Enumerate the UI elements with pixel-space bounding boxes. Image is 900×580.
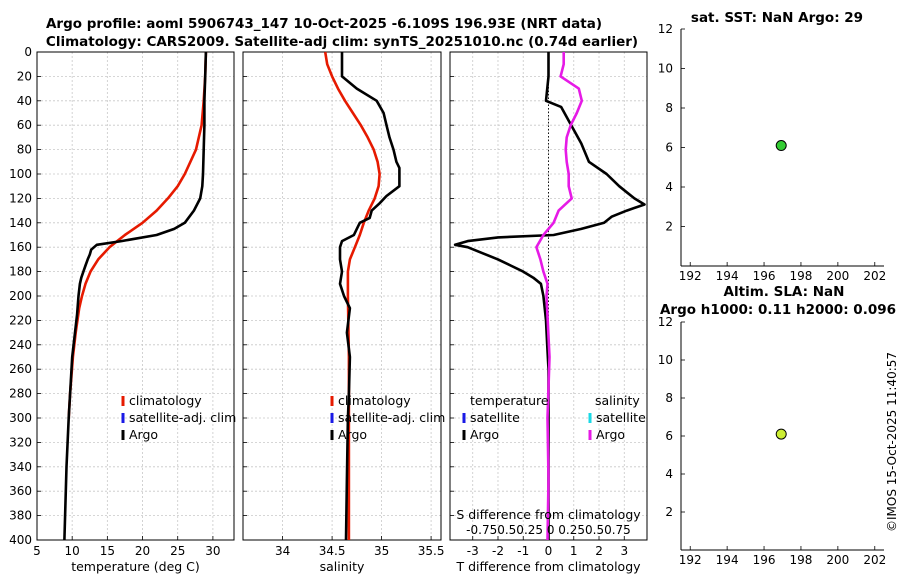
- sst-xtick-label: 198: [790, 269, 813, 283]
- temp-ytick-label: 200: [9, 289, 32, 303]
- sal-xtick-label: 34.5: [319, 544, 346, 558]
- sla-point: [775, 428, 787, 440]
- temp-ytick-label: 60: [17, 118, 32, 132]
- diff-xtick-label: 0: [545, 544, 553, 558]
- temp-ytick-label: 280: [9, 387, 32, 401]
- temp-ytick-label: 40: [17, 94, 32, 108]
- figure-title-line1: Argo profile: aoml 5906743_147 10-Oct-20…: [46, 16, 602, 32]
- temp-xtick-label: 15: [100, 544, 115, 558]
- sst-xtick-label: 192: [679, 269, 702, 283]
- sal-xtick-label: 35: [374, 544, 389, 558]
- temp-ytick-label: 260: [9, 362, 32, 376]
- temp-xtick-label: 5: [33, 544, 41, 558]
- sla-xtick-label: 196: [753, 553, 776, 567]
- temp-xtick-label: 25: [170, 544, 185, 558]
- difference-panel: -3 -2 -1 0 1 2 3T difference from climatology S…: [449, 51, 648, 574]
- sst-panel: 192 194 196 198 200 202 2 4 6 8 10 12 sat. SST: NaN …: [658, 10, 887, 283]
- sla-xtick-label: 200: [826, 553, 849, 567]
- diff-xtick-label: 3: [620, 544, 628, 558]
- sst-point: [775, 140, 787, 152]
- sst-ytick-label: 6: [665, 141, 673, 155]
- diff-xtick-label: -2: [492, 544, 504, 558]
- temp-xtick-label: 20: [135, 544, 150, 558]
- temp-ytick-label: 320: [9, 435, 32, 449]
- sla-ytick-label: 4: [665, 467, 673, 481]
- diff-xtick-label: -1: [517, 544, 529, 558]
- legend-label: Argo: [129, 427, 158, 442]
- temp-ytick-label: 160: [9, 240, 32, 254]
- sla-xtick-label: 192: [679, 553, 702, 567]
- legend-label: Argo: [596, 427, 625, 442]
- temp-ytick-label: 300: [9, 411, 32, 425]
- sst-ytick-label: 12: [658, 22, 673, 36]
- temp-ytick-label: 340: [9, 460, 32, 474]
- diff-series-s-diff-argo: [535, 52, 584, 541]
- sst-ytick-label: 4: [665, 180, 673, 194]
- legend-label: climatology: [338, 393, 411, 408]
- diff-xlabel: T difference from climatology: [455, 559, 641, 574]
- sla-title-line2: Argo h1000: 0.11 h2000: 0.096: [660, 302, 896, 318]
- sst-ytick-label: 2: [665, 220, 673, 234]
- temp-ytick-label: 80: [17, 143, 32, 157]
- legend-temperature-title: temperature: [470, 393, 549, 408]
- legend-label: satellite-adj. clim: [129, 410, 236, 425]
- sla-ytick-label: 12: [658, 315, 673, 329]
- diff-xtick-label: 1: [570, 544, 578, 558]
- sla-xtick-label: 194: [716, 553, 739, 567]
- diff-series-t-diff-argo: [453, 52, 646, 540]
- sst-xtick-label: 196: [753, 269, 776, 283]
- sla-ytick-label: 8: [665, 391, 673, 405]
- sst-xtick-label: 194: [716, 269, 739, 283]
- temp-ytick-label: 20: [17, 69, 32, 83]
- sla-panel: 192 194 196 198 200 202 2 4 6 8 10 12 Altim. SLA: Na…: [658, 284, 896, 567]
- sal-xlabel: salinity: [320, 559, 365, 574]
- timestamp-watermark: ©IMOS 15-Oct-2025 11:40:57: [885, 352, 899, 532]
- legend-label: Argo: [470, 427, 499, 442]
- sal-xtick-label: 35.5: [418, 544, 445, 558]
- legend-label: satellite: [596, 410, 646, 425]
- temp-ytick-label: 0: [24, 45, 32, 59]
- sla-title-line1: Altim. SLA: NaN: [724, 284, 845, 300]
- diff-xtick-label: 2: [595, 544, 603, 558]
- sst-ytick-label: 10: [658, 62, 673, 76]
- temp-ytick-label: 380: [9, 509, 32, 523]
- temp-ytick-label: 360: [9, 484, 32, 498]
- temp-ytick-label: 180: [9, 265, 32, 279]
- sst-ytick-label: 8: [665, 101, 673, 115]
- sla-ytick-label: 6: [665, 429, 673, 443]
- sla-ytick-label: 10: [658, 353, 673, 367]
- legend-label: satellite-adj. clim: [338, 410, 445, 425]
- temp-ytick-label: 140: [9, 216, 32, 230]
- temp-ytick-label: 400: [9, 533, 32, 547]
- figure-title-line2: Climatology: CARS2009. Satellite-adj cli…: [46, 34, 638, 50]
- sal-xtick-label: 34: [275, 544, 290, 558]
- temp-xlabel: temperature (deg C): [71, 559, 200, 574]
- sla-xtick-label: 202: [863, 553, 886, 567]
- difference-top-axis-label: S difference from climatology: [456, 507, 641, 522]
- sla-ytick-label: 2: [665, 505, 673, 519]
- legend-label: Argo: [338, 427, 367, 442]
- sla-xtick-label: 198: [790, 553, 813, 567]
- temperature-panel: 5 10 15 20 25 3002040608010012014016018020022…: [9, 45, 236, 574]
- temp-xtick-label: 10: [65, 544, 80, 558]
- legend-label: climatology: [129, 393, 202, 408]
- sal-series-argo: [338, 52, 401, 541]
- difference-top-axis-ticks: -0.750.50.25 0 0.250.50.75: [466, 523, 631, 537]
- legend-salinity-title: salinity: [595, 393, 640, 408]
- diff-xtick-label: -3: [467, 544, 479, 558]
- temp-ytick-label: 120: [9, 191, 32, 205]
- temp-ytick-label: 220: [9, 313, 32, 327]
- salinity-panel: 34 34.5 35 35.5 salinity climatology satellite…: [242, 51, 445, 574]
- sst-xtick-label: 200: [826, 269, 849, 283]
- temp-series-argo: [63, 51, 208, 541]
- temp-xtick-label: 30: [205, 544, 220, 558]
- sst-title-line1: sat. SST: NaN Argo: 29: [691, 10, 863, 26]
- temp-series-climatology: [67, 51, 208, 419]
- sst-xtick-label: 202: [863, 269, 886, 283]
- temp-ytick-label: 240: [9, 338, 32, 352]
- legend-label: satellite: [470, 410, 520, 425]
- temp-ytick-label: 100: [9, 167, 32, 181]
